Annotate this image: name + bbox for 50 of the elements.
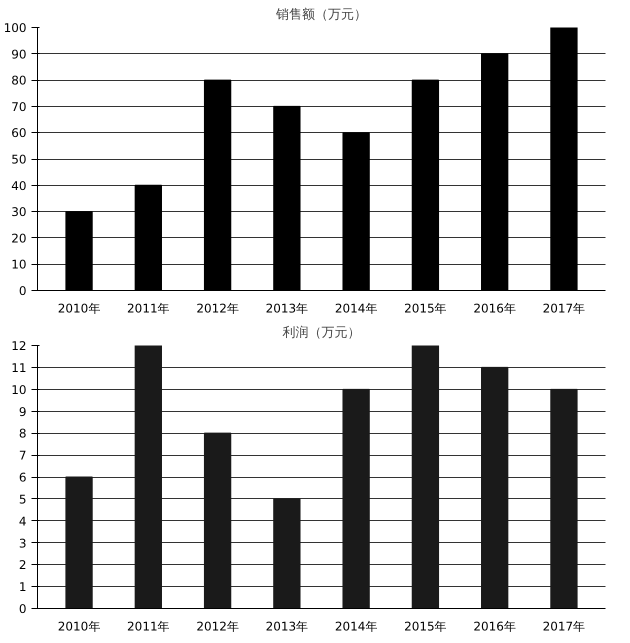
x-tick-label: 2016年 — [473, 620, 516, 634]
x-tick-label: 2013年 — [266, 620, 308, 634]
x-tick-label: 2015年 — [404, 302, 447, 316]
x-tick-label: 2011年 — [127, 302, 170, 316]
y-tick-label: 30 — [11, 205, 27, 220]
x-tick-label: 2010年 — [58, 620, 100, 634]
bar — [134, 346, 162, 608]
bar — [550, 388, 578, 608]
y-tick-label: 0 — [18, 284, 27, 298]
x-tick-label: 2010年 — [58, 302, 100, 316]
y-tick-label: 90 — [11, 47, 27, 62]
y-tick-label: 2 — [18, 558, 27, 572]
x-tick-label: 2015年 — [404, 620, 447, 634]
x-tick-label: 2014年 — [334, 620, 378, 634]
y-tick-label: 10 — [11, 258, 27, 272]
y-tick-label: 7 — [18, 448, 27, 463]
y-tick-label: 4 — [18, 514, 27, 528]
y-tick-label: 12 — [11, 339, 27, 353]
y-tick-label: 80 — [11, 74, 27, 88]
bar — [65, 476, 93, 608]
y-tick-label: 20 — [11, 231, 27, 246]
x-tick-label: 2016年 — [473, 302, 516, 316]
y-tick-label: 40 — [11, 178, 27, 193]
y-tick-label: 3 — [18, 536, 27, 550]
x-tick-label: 2012年 — [196, 302, 239, 316]
y-tick-label: 60 — [11, 126, 27, 140]
y-tick-label: 1 — [18, 580, 27, 594]
bar — [342, 388, 370, 608]
y-tick-label: 6 — [18, 470, 27, 484]
x-tick-label: 2011年 — [127, 620, 170, 634]
x-tick-label: 2017年 — [542, 620, 586, 634]
bar — [204, 432, 232, 608]
y-tick-label: 10 — [11, 382, 27, 397]
bar — [481, 366, 508, 608]
y-tick-label: 50 — [11, 152, 27, 166]
y-tick-label: 0 — [18, 602, 27, 616]
x-tick-label: 2017年 — [542, 302, 586, 316]
x-tick-label: 2014年 — [334, 302, 378, 316]
y-tick-label: 70 — [11, 100, 27, 114]
y-tick-label: 11 — [11, 360, 27, 375]
bar — [412, 346, 440, 608]
chart-title: 销售额（万元） — [275, 8, 367, 22]
y-tick-label: 100 — [4, 21, 26, 35]
y-tick-label: 9 — [18, 404, 27, 419]
x-tick-label: 2013年 — [266, 302, 308, 316]
chart-title: 利润（万元） — [282, 326, 360, 340]
y-tick-label: 5 — [18, 492, 27, 506]
y-tick-label: 8 — [18, 426, 27, 441]
x-tick-label: 2012年 — [196, 620, 239, 634]
bar — [273, 498, 301, 608]
